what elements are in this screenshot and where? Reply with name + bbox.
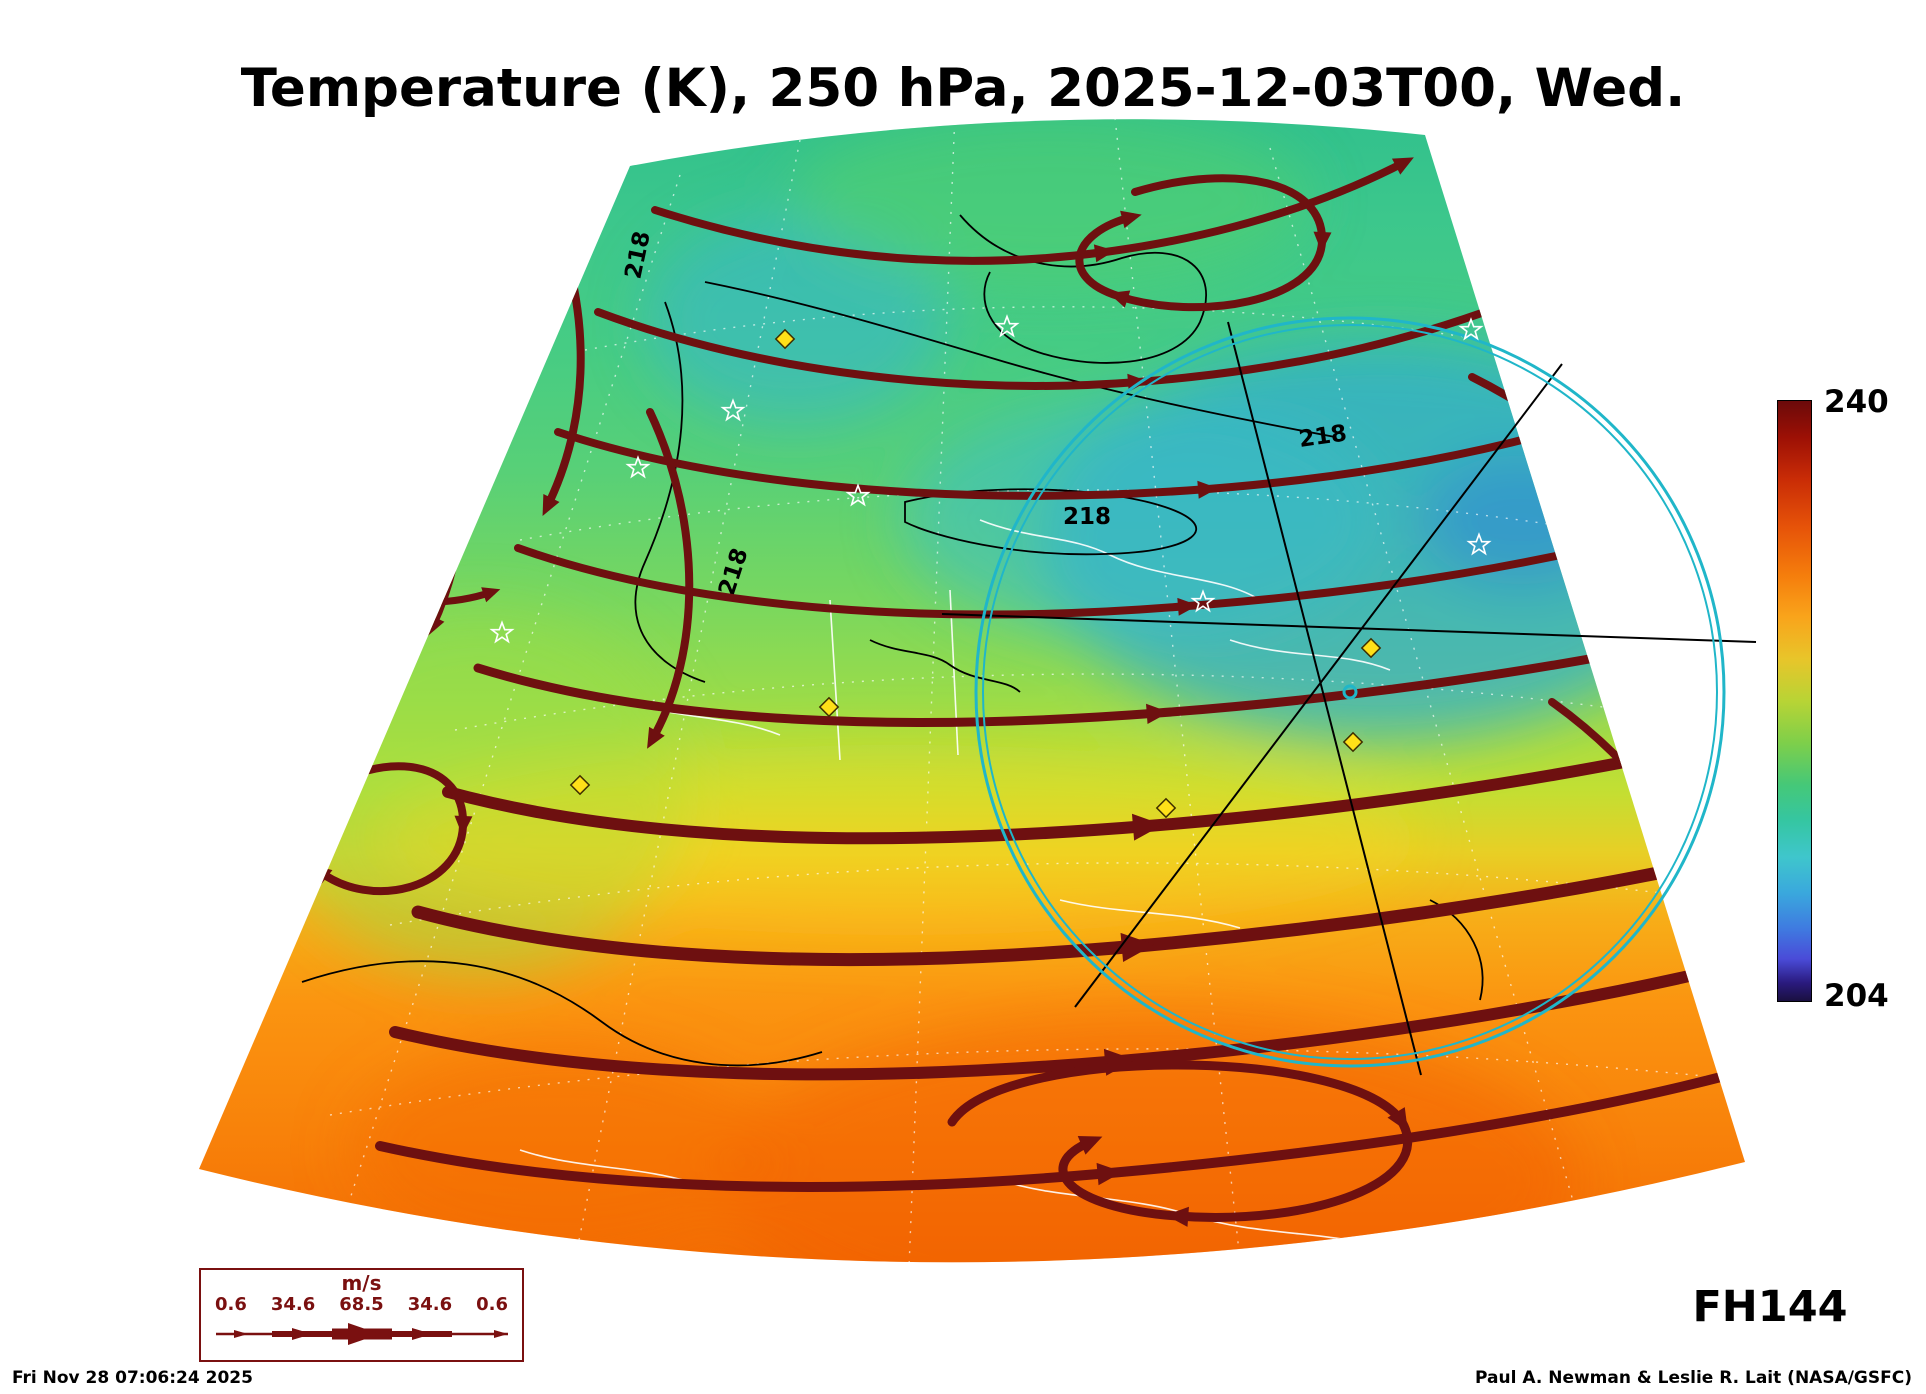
page-title: Temperature (K), 250 hPa, 2025-12-03T00,… bbox=[240, 58, 1686, 119]
colorbar-min-label: 204 bbox=[1824, 978, 1889, 1014]
wind-legend-units: m/s bbox=[341, 1271, 382, 1295]
contour-label: 218 bbox=[1063, 504, 1111, 530]
colorbar bbox=[1777, 400, 1812, 1002]
wind-streamlines bbox=[294, 157, 1745, 1227]
wind-speed-legend: m/s 0.6 34.6 68.5 34.6 0.6 bbox=[199, 1268, 524, 1362]
diamond-marker bbox=[1360, 637, 1382, 659]
wind-legend-value: 68.5 bbox=[339, 1294, 384, 1315]
wind-legend-value: 34.6 bbox=[270, 1294, 316, 1315]
wind-legend-value: 0.6 bbox=[476, 1294, 508, 1315]
diamond-markers bbox=[569, 328, 1382, 819]
chord-lines bbox=[941, 321, 1757, 1076]
diamond-marker bbox=[1155, 797, 1177, 819]
diamond-marker bbox=[774, 328, 796, 350]
generation-timestamp: Fri Nov 28 07:06:24 2025 bbox=[12, 1368, 253, 1388]
credit-line: Paul A. Newman & Leslie R. Lait (NASA/GS… bbox=[1475, 1368, 1912, 1388]
temperature-field: 218 218 218 218 bbox=[199, 119, 1745, 1263]
wind-legend-values: 0.6 34.6 68.5 34.6 0.6 bbox=[201, 1294, 522, 1315]
wind-legend-arrow-scale bbox=[215, 1323, 508, 1345]
wind-legend-value: 0.6 bbox=[215, 1294, 247, 1315]
range-ring bbox=[974, 316, 1726, 1068]
forecast-hour-label: FH144 bbox=[1692, 1282, 1848, 1332]
wind-legend-value: 34.6 bbox=[407, 1294, 453, 1315]
diamond-marker bbox=[1342, 731, 1364, 753]
diamond-marker bbox=[818, 696, 840, 718]
colorbar-max-label: 240 bbox=[1824, 384, 1889, 420]
diamond-marker bbox=[569, 774, 591, 796]
